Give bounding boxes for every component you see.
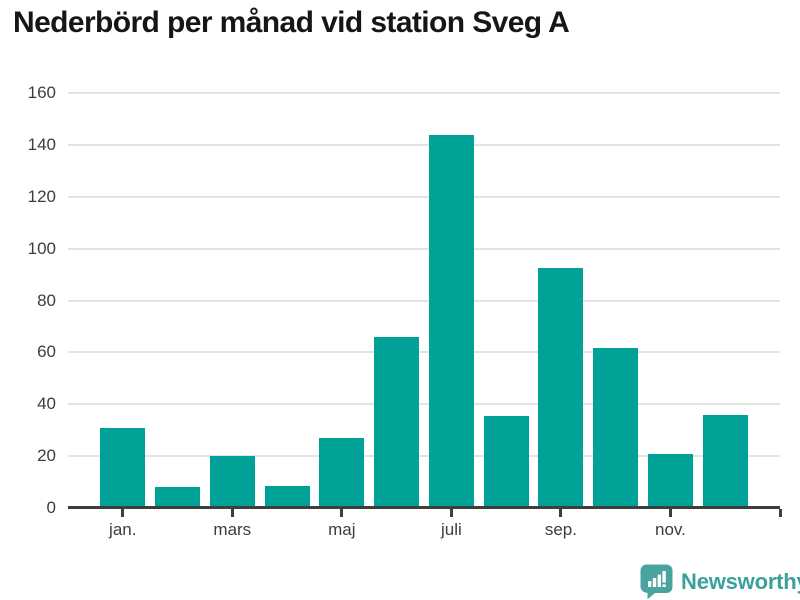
newsworthy-logo-text: Newsworthy bbox=[681, 569, 800, 594]
gridline-140 bbox=[68, 143, 780, 146]
y-tick-label-0: 0 bbox=[46, 498, 56, 517]
x-tick-label-juli: juli bbox=[440, 520, 462, 539]
bar-month-4 bbox=[264, 485, 310, 508]
bar-month-11 bbox=[647, 453, 693, 508]
gridline-80 bbox=[68, 299, 780, 302]
x-axis-line bbox=[68, 506, 780, 509]
gridline-100 bbox=[68, 247, 780, 250]
bar-month-10 bbox=[593, 348, 639, 508]
y-tick-label-80: 80 bbox=[37, 290, 56, 310]
x-axis-tick bbox=[230, 509, 234, 517]
bar-month-3 bbox=[209, 456, 255, 508]
gridline-40 bbox=[68, 403, 780, 406]
x-axis-tick bbox=[340, 509, 344, 517]
gridline-160 bbox=[68, 92, 780, 94]
x-tick-label-sep: sep. bbox=[544, 520, 577, 539]
plot-area: 0 20 40 60 80 100 120 140 160 jan. mars maj juli sep.… bbox=[28, 83, 782, 539]
x-axis-tick bbox=[121, 509, 125, 517]
y-tick-label-40: 40 bbox=[37, 394, 56, 414]
x-tick-label-nov: nov. bbox=[655, 520, 686, 539]
bar-month-12 bbox=[702, 414, 748, 508]
bar-month-9 bbox=[538, 268, 584, 508]
chart-title: Nederbörd per månad vid station Sveg A bbox=[13, 6, 570, 39]
bar-month-7 bbox=[428, 134, 474, 508]
x-tick-label-jan: jan. bbox=[109, 520, 137, 539]
y-tick-label-120: 120 bbox=[27, 186, 56, 206]
y-tick-label-160: 160 bbox=[27, 83, 56, 102]
newsworthy-logo-icon bbox=[640, 564, 673, 600]
x-axis-tick bbox=[559, 509, 563, 517]
y-tick-label-20: 20 bbox=[37, 446, 56, 466]
bar-month-5 bbox=[319, 437, 365, 508]
y-tick-label-140: 140 bbox=[27, 134, 56, 154]
gridline-120 bbox=[68, 195, 780, 198]
x-axis-tick bbox=[778, 509, 782, 517]
bar-month-6 bbox=[374, 336, 420, 508]
bar-month-2 bbox=[155, 487, 201, 508]
x-tick-label-mars: mars bbox=[213, 520, 252, 539]
bar-month-1 bbox=[100, 427, 146, 508]
gridline-60 bbox=[68, 351, 780, 354]
gridline-20 bbox=[68, 455, 780, 458]
x-tick-label-maj: maj bbox=[328, 520, 356, 539]
bar-month-8 bbox=[483, 415, 529, 508]
newsworthy-brand-link[interactable]: Newsworthy bbox=[640, 564, 800, 600]
y-tick-label-100: 100 bbox=[27, 238, 56, 258]
x-axis-tick bbox=[449, 509, 453, 517]
y-tick-label-60: 60 bbox=[37, 342, 56, 362]
x-axis-tick bbox=[668, 509, 672, 517]
